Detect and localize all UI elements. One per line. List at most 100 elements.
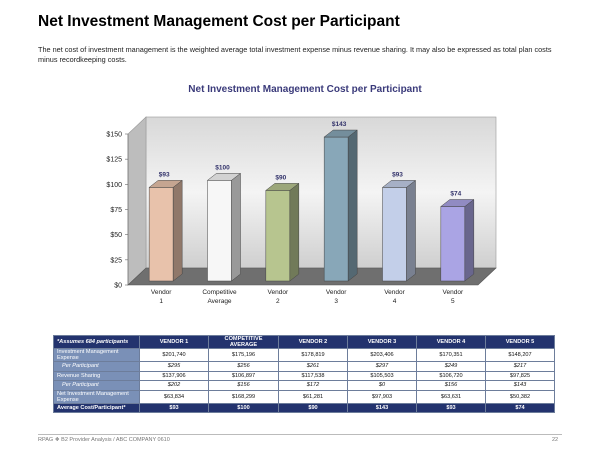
data-label: $90	[275, 174, 286, 181]
table-cell: $105,503	[347, 370, 417, 381]
table-row: Per Participant $202 $156 $172 $0 $156 $143	[53, 380, 555, 391]
table-cell: $156	[208, 380, 279, 391]
table-cell: $61,281	[278, 389, 348, 404]
table-cell: $202	[139, 380, 209, 391]
x-tick-label: 4	[393, 298, 397, 305]
bar	[148, 187, 174, 282]
bar-side	[464, 198, 475, 282]
bar-side	[172, 179, 183, 282]
data-label: $100	[215, 164, 230, 171]
data-label: $143	[332, 121, 347, 128]
table-cell: $106,897	[208, 370, 279, 381]
table-column-header: VENDOR 3	[347, 335, 417, 349]
x-tick-label: Vendor	[443, 289, 464, 296]
table-cell: $143	[347, 402, 417, 413]
bar-top	[381, 180, 417, 188]
x-tick-label: Competitive	[202, 289, 237, 296]
x-tick-label: Average	[207, 298, 231, 305]
table-cell: $143	[485, 380, 555, 391]
chart-back-wall	[145, 116, 497, 269]
table-column-header: VENDOR 5	[485, 335, 555, 349]
table-cell: $168,299	[208, 389, 279, 404]
page-number: 22	[552, 437, 559, 443]
table-cell: $63,834	[139, 389, 209, 404]
x-tick-label: Vendor	[326, 289, 347, 296]
table-column-header: VENDOR 2	[278, 335, 348, 349]
y-tick-label: $150	[106, 132, 122, 139]
footer-divider	[38, 434, 562, 435]
bar-top	[206, 173, 242, 181]
table-cell: $156	[416, 380, 486, 391]
table-cell: $256	[208, 361, 279, 372]
data-label: $93	[159, 171, 170, 178]
bar-top	[148, 180, 183, 188]
bar-chart: Net Investment Management Cost per Parti…	[90, 80, 530, 315]
bar-side	[406, 179, 416, 282]
table-row: Per Participant $295 $256 $261 $297 $249 $217	[53, 361, 555, 372]
table-column-header: VENDOR 4	[416, 335, 486, 349]
y-tick-label: $100	[106, 182, 122, 189]
table-cell: $0	[347, 380, 417, 391]
table-row: Net Investment Management Expense $63,834…	[53, 389, 555, 404]
intro-paragraph: The net cost of investment management is…	[38, 45, 552, 64]
row-label: Investment Management Expense	[53, 348, 140, 362]
y-tick-label: $0	[114, 283, 122, 290]
table-cell: $295	[139, 361, 209, 372]
x-tick-label: 3	[334, 298, 338, 305]
bar-top	[323, 129, 358, 138]
table-cell: $172	[278, 380, 348, 391]
table-cell: $201,740	[139, 348, 209, 362]
chart-side-wall	[127, 116, 147, 286]
table-cell: $297	[347, 361, 417, 372]
y-tick-label: $50	[110, 232, 122, 239]
row-label: Revenue Sharing	[53, 370, 140, 381]
row-label: Average Cost/Participant*	[53, 402, 140, 413]
bar	[207, 180, 232, 282]
bar	[382, 187, 407, 282]
table-header-note: *Assumes 684 participants	[53, 335, 140, 349]
table-cell: $63,631	[416, 389, 486, 404]
table-cell: $93	[416, 402, 486, 413]
x-tick-label: 1	[159, 298, 163, 305]
bar-top	[265, 183, 300, 191]
chart-svg: $0 $25 $50 $75 $100 $125 $150 $93 Vendor 1 $100 Com…	[106, 116, 497, 305]
x-tick-label: Vendor	[384, 289, 405, 296]
table-row: Investment Management Expense $201,740 $17…	[53, 348, 555, 362]
table-cell: $106,720	[416, 370, 486, 381]
bar-side	[347, 129, 358, 282]
bar	[440, 206, 466, 282]
table-cell: $93	[139, 402, 209, 413]
x-tick-label: 5	[451, 298, 455, 305]
bar-side	[289, 182, 300, 282]
data-label: $74	[450, 191, 461, 198]
footer-text: RPAG ❖ B2 Provider Analysis / ABC COMPAN…	[38, 437, 170, 443]
data-label: $93	[392, 171, 403, 178]
cost-table: *Assumes 684 participants VENDOR 1 COMPET…	[53, 335, 555, 413]
table-cell: $261	[278, 361, 348, 372]
bar-side	[231, 172, 241, 282]
chart-title: Net Investment Management Cost per Parti…	[188, 84, 422, 95]
table-cell: $175,196	[208, 348, 279, 362]
x-tick-label: 2	[276, 298, 280, 305]
table-column-header: COMPETITIVE AVERAGE	[208, 335, 279, 349]
table-total-row: Average Cost/Participant* $93 $100 $90 $143 $…	[53, 402, 555, 413]
y-tick-label: $75	[110, 207, 122, 214]
x-tick-label: Vendor	[268, 289, 289, 296]
table-cell: $148,207	[485, 348, 555, 362]
bar	[323, 136, 349, 282]
table-cell: $90	[278, 402, 348, 413]
bar	[265, 190, 291, 282]
table-cell: $178,819	[278, 348, 348, 362]
table-row: Revenue Sharing $137,906 $106,897 $117,538 $…	[53, 370, 555, 381]
table-cell: $117,538	[278, 370, 348, 381]
table-cell: $137,906	[139, 370, 209, 381]
table-cell: $97,825	[485, 370, 555, 381]
table-cell: $170,351	[416, 348, 486, 362]
table-cell: $217	[485, 361, 555, 372]
row-label: Net Investment Management Expense	[53, 389, 140, 404]
table-cell: $74	[485, 402, 555, 413]
page-title: Net Investment Management Cost per Parti…	[38, 13, 400, 30]
table-body: Investment Management Expense $201,740 $17…	[53, 348, 555, 413]
y-tick-label: $25	[110, 257, 122, 264]
table-column-header: VENDOR 1	[139, 335, 209, 349]
